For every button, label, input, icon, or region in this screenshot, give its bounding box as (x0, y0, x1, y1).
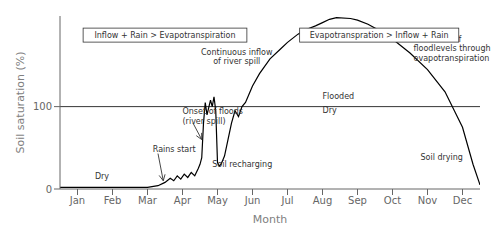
svg-text:Evapotranspration > Inflow + R: Evapotranspration > Inflow + Rain (310, 31, 449, 40)
svg-text:Aug: Aug (313, 195, 333, 206)
svg-text:Rains start: Rains start (153, 145, 196, 154)
svg-text:Onset of floods(river spill): Onset of floods(river spill) (183, 107, 243, 126)
svg-text:Jan: Jan (69, 195, 85, 206)
svg-text:Dry: Dry (95, 172, 109, 181)
svg-text:Flooded: Flooded (323, 92, 355, 101)
svg-text:Soil recharging: Soil recharging (212, 160, 272, 169)
svg-text:Nov: Nov (418, 195, 438, 206)
svg-text:100: 100 (33, 101, 52, 112)
svg-text:Mar: Mar (138, 195, 158, 206)
svg-text:0: 0 (46, 184, 52, 195)
svg-text:Month: Month (253, 213, 288, 226)
svg-text:Jun: Jun (244, 195, 261, 206)
svg-text:Inflow + Rain > Evapotranspira: Inflow + Rain > Evapotranspiration (94, 31, 235, 40)
svg-text:Sep: Sep (348, 195, 367, 206)
svg-text:Dec: Dec (453, 195, 472, 206)
svg-text:Feb: Feb (104, 195, 122, 206)
svg-text:Continuous inflowof river spil: Continuous inflowof river spill (201, 48, 273, 67)
svg-text:Dry: Dry (323, 106, 337, 115)
svg-text:Oct: Oct (384, 195, 401, 206)
svg-text:Jul: Jul (280, 195, 293, 206)
svg-text:Soil drying: Soil drying (421, 153, 463, 162)
svg-text:May: May (207, 195, 228, 206)
svg-text:Apr: Apr (174, 195, 192, 206)
svg-text:Soil saturation (%): Soil saturation (%) (14, 52, 27, 154)
